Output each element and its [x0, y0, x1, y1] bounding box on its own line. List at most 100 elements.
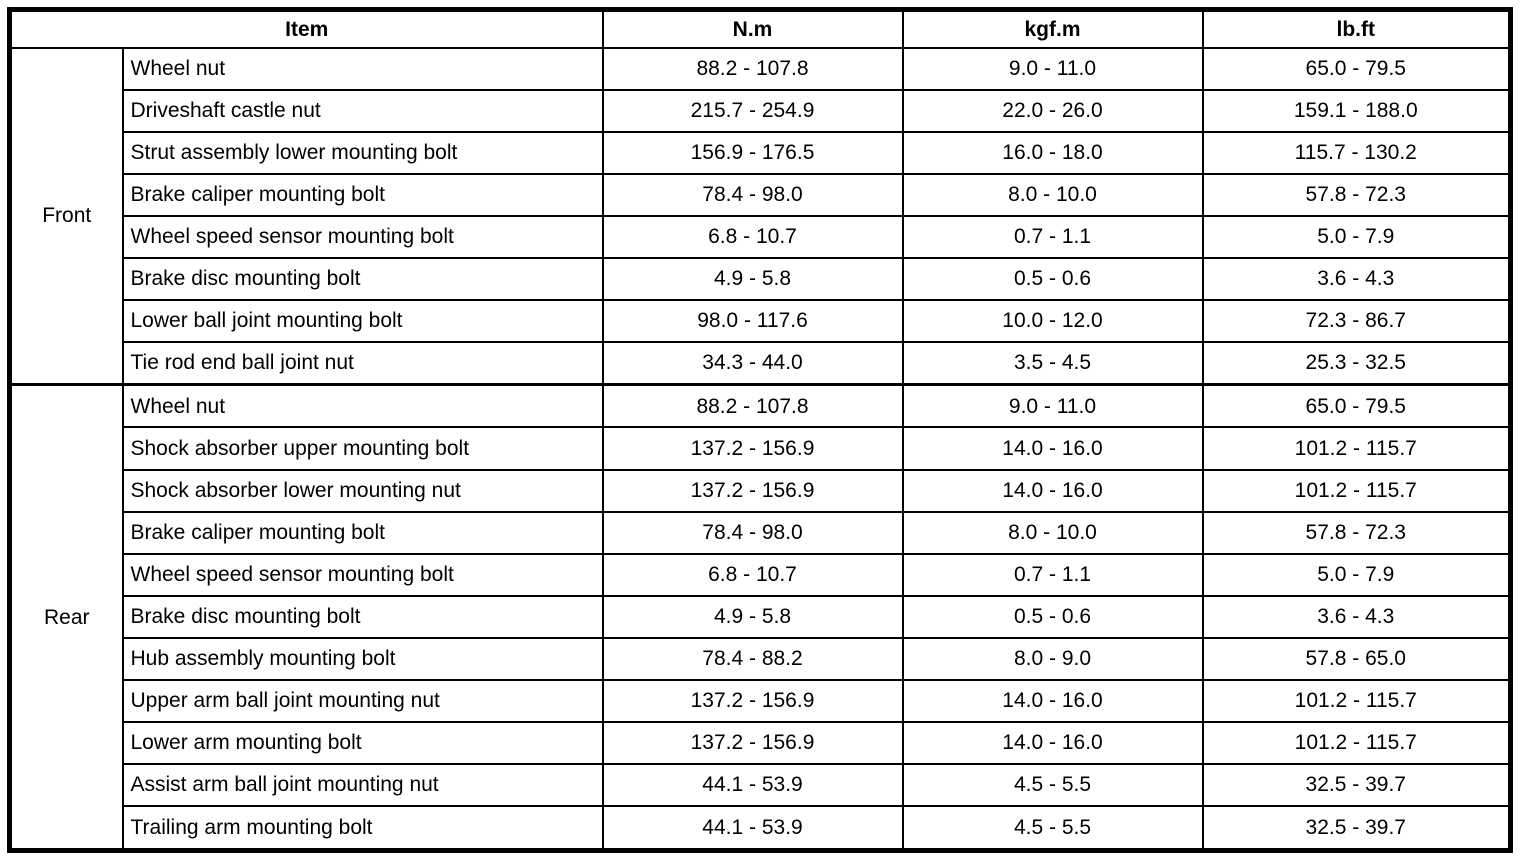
table-row: Brake disc mounting bolt 4.9 - 5.8 0.5 -… [10, 256, 1512, 301]
lbft-cell: 3.6 - 4.3 [1201, 256, 1512, 301]
item-cell: Tie rod end ball joint nut [121, 340, 604, 386]
kgfm-cell: 4.5 - 5.5 [901, 804, 1204, 852]
lbft-cell: 159.1 - 188.0 [1201, 88, 1512, 133]
kgfm-cell: 9.0 - 11.0 [901, 46, 1204, 91]
table-row: Wheel speed sensor mounting bolt 6.8 - 1… [10, 214, 1512, 259]
lbft-cell: 3.6 - 4.3 [1201, 594, 1512, 639]
table-row: Upper arm ball joint mounting nut 137.2 … [10, 678, 1512, 723]
nm-cell: 78.4 - 98.0 [601, 172, 904, 217]
table-row: Lower ball joint mounting bolt 98.0 - 11… [10, 298, 1512, 343]
header-item: Item [8, 8, 604, 49]
kgfm-cell: 3.5 - 4.5 [901, 340, 1204, 386]
nm-cell: 6.8 - 10.7 [601, 552, 904, 597]
kgfm-cell: 0.7 - 1.1 [901, 214, 1204, 259]
item-cell: Lower ball joint mounting bolt [121, 298, 604, 343]
table-row: Brake caliper mounting bolt 78.4 - 98.0 … [10, 172, 1512, 217]
kgfm-cell: 0.5 - 0.6 [901, 256, 1204, 301]
item-cell: Assist arm ball joint mounting nut [121, 762, 604, 807]
item-cell: Wheel nut [121, 46, 604, 91]
table-row: Strut assembly lower mounting bolt 156.9… [10, 130, 1512, 175]
table-row: Shock absorber lower mounting nut 137.2 … [10, 468, 1512, 513]
lbft-cell: 101.2 - 115.7 [1201, 426, 1512, 471]
lbft-cell: 57.8 - 72.3 [1201, 510, 1512, 555]
item-cell: Strut assembly lower mounting bolt [121, 130, 604, 175]
item-cell: Brake caliper mounting bolt [121, 172, 604, 217]
item-cell: Wheel speed sensor mounting bolt [121, 214, 604, 259]
item-cell: Trailing arm mounting bolt [121, 804, 604, 852]
lbft-cell: 65.0 - 79.5 [1201, 46, 1512, 91]
kgfm-cell: 14.0 - 16.0 [901, 720, 1204, 765]
lbft-cell: 101.2 - 115.7 [1201, 678, 1512, 723]
nm-cell: 137.2 - 156.9 [601, 426, 904, 471]
lbft-cell: 115.7 - 130.2 [1201, 130, 1512, 175]
kgfm-cell: 22.0 - 26.0 [901, 88, 1204, 133]
table-row: Front Wheel nut 88.2 - 107.8 9.0 - 11.0 … [8, 46, 1512, 386]
nm-cell: 215.7 - 254.9 [601, 88, 904, 133]
table-row: Rear Wheel nut 88.2 - 107.8 9.0 - 11.0 6… [8, 383, 1512, 852]
item-cell: Shock absorber lower mounting nut [121, 468, 604, 513]
lbft-cell: 5.0 - 7.9 [1201, 552, 1512, 597]
nm-cell: 88.2 - 107.8 [601, 383, 904, 429]
lbft-cell: 65.0 - 79.5 [1201, 383, 1512, 429]
lbft-cell: 72.3 - 86.7 [1201, 298, 1512, 343]
lbft-cell: 101.2 - 115.7 [1201, 720, 1512, 765]
item-cell: Brake disc mounting bolt [121, 594, 604, 639]
nm-cell: 88.2 - 107.8 [601, 46, 904, 91]
section-label-rear: Rear [8, 383, 124, 852]
lbft-cell: 32.5 - 39.7 [1201, 804, 1512, 852]
item-cell: Driveshaft castle nut [121, 88, 604, 133]
kgfm-cell: 0.5 - 0.6 [901, 594, 1204, 639]
nm-cell: 137.2 - 156.9 [601, 678, 904, 723]
item-cell: Brake disc mounting bolt [121, 256, 604, 301]
header-nm: N.m [601, 8, 904, 49]
lbft-cell: 57.8 - 65.0 [1201, 636, 1512, 681]
item-cell: Lower arm mounting bolt [121, 720, 604, 765]
item-cell: Upper arm ball joint mounting nut [121, 678, 604, 723]
lbft-cell: 57.8 - 72.3 [1201, 172, 1512, 217]
kgfm-cell: 8.0 - 10.0 [901, 172, 1204, 217]
nm-cell: 78.4 - 88.2 [601, 636, 904, 681]
kgfm-cell: 16.0 - 18.0 [901, 130, 1204, 175]
table-row: Hub assembly mounting bolt 78.4 - 88.2 8… [10, 636, 1512, 681]
header-lbft: lb.ft [1201, 8, 1512, 49]
nm-cell: 44.1 - 53.9 [601, 804, 904, 852]
lbft-cell: 25.3 - 32.5 [1201, 340, 1512, 386]
table-row: Lower arm mounting bolt 137.2 - 156.9 14… [10, 720, 1512, 765]
table-row: Wheel speed sensor mounting bolt 6.8 - 1… [10, 552, 1512, 597]
item-cell: Wheel nut [121, 383, 604, 429]
section-label-front: Front [8, 46, 124, 386]
item-cell: Brake caliper mounting bolt [121, 510, 604, 555]
kgfm-cell: 4.5 - 5.5 [901, 762, 1204, 807]
kgfm-cell: 0.7 - 1.1 [901, 552, 1204, 597]
table-row: Shock absorber upper mounting bolt 137.2… [10, 426, 1512, 471]
table-row: Tie rod end ball joint nut 34.3 - 44.0 3… [10, 340, 1512, 386]
kgfm-cell: 14.0 - 16.0 [901, 678, 1204, 723]
kgfm-cell: 9.0 - 11.0 [901, 383, 1204, 429]
kgfm-cell: 14.0 - 16.0 [901, 426, 1204, 471]
nm-cell: 137.2 - 156.9 [601, 468, 904, 513]
nm-cell: 78.4 - 98.0 [601, 510, 904, 555]
table-row: Brake disc mounting bolt 4.9 - 5.8 0.5 -… [10, 594, 1512, 639]
lbft-cell: 101.2 - 115.7 [1201, 468, 1512, 513]
nm-cell: 4.9 - 5.8 [601, 256, 904, 301]
item-cell: Shock absorber upper mounting bolt [121, 426, 604, 471]
kgfm-cell: 8.0 - 10.0 [901, 510, 1204, 555]
table-row: Brake caliper mounting bolt 78.4 - 98.0 … [10, 510, 1512, 555]
lbft-cell: 5.0 - 7.9 [1201, 214, 1512, 259]
table-row: Assist arm ball joint mounting nut 44.1 … [10, 762, 1512, 807]
nm-cell: 4.9 - 5.8 [601, 594, 904, 639]
kgfm-cell: 14.0 - 16.0 [901, 468, 1204, 513]
nm-cell: 137.2 - 156.9 [601, 720, 904, 765]
nm-cell: 44.1 - 53.9 [601, 762, 904, 807]
header-row: Item N.m kgf.m lb.ft [8, 8, 1512, 49]
table-row: Trailing arm mounting bolt 44.1 - 53.9 4… [10, 804, 1512, 852]
item-cell: Wheel speed sensor mounting bolt [121, 552, 604, 597]
nm-cell: 34.3 - 44.0 [601, 340, 904, 386]
nm-cell: 6.8 - 10.7 [601, 214, 904, 259]
header-kgfm: kgf.m [901, 8, 1204, 49]
torque-spec-table: Item N.m kgf.m lb.ft Front Wheel nut 88.… [7, 7, 1513, 853]
kgfm-cell: 8.0 - 9.0 [901, 636, 1204, 681]
nm-cell: 156.9 - 176.5 [601, 130, 904, 175]
lbft-cell: 32.5 - 39.7 [1201, 762, 1512, 807]
